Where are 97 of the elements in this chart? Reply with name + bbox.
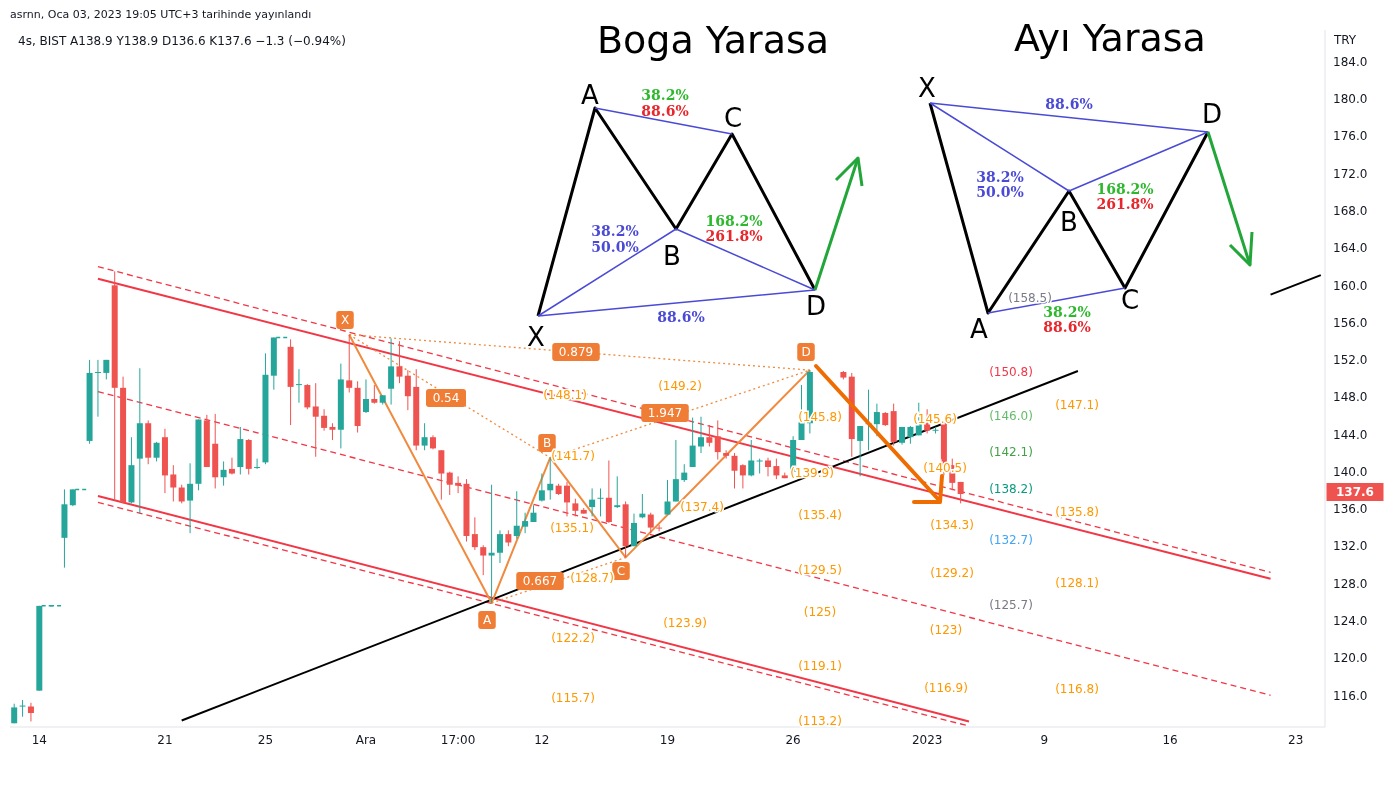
y-tick-label: 152.0 [1333, 353, 1368, 368]
annotation: C [616, 564, 626, 578]
annotation: 0.667 [522, 574, 558, 588]
annotation: 38.2% [591, 223, 639, 239]
text: 137.6 [1336, 485, 1374, 499]
annotation: C [1120, 285, 1140, 315]
annotation: (125) [803, 605, 837, 619]
annotation: 38.2% [641, 87, 689, 103]
x-tick-label: 25 [257, 732, 274, 747]
annotation: (125.7) [989, 598, 1033, 612]
x-tick-label: 26 [785, 732, 801, 747]
y-tick-label: 136.0 [1333, 502, 1368, 517]
annotation: 38.2% [1043, 304, 1091, 320]
annotation: B [1060, 207, 1078, 237]
annotation: (116.8) [1055, 682, 1099, 696]
annotation: (135.8) [1055, 505, 1099, 519]
annotation: (147.1) [1055, 398, 1099, 412]
annotation: (122.2) [551, 631, 595, 645]
y-tick-label: 120.0 [1333, 651, 1368, 666]
x-tick-label: Ara [355, 732, 377, 747]
annotation: (138.2) [989, 482, 1033, 496]
annotation: X [340, 313, 350, 327]
annotation: (142.1) [989, 445, 1033, 459]
annotation: 50.0% [591, 239, 639, 255]
annotation: (128.7) [570, 571, 614, 585]
annotation: 0.54 [432, 391, 460, 405]
y-tick-label: 172.0 [1333, 166, 1368, 181]
annotation: Ayı Yarasa [1014, 16, 1206, 60]
annotation: Boga Yarasa [596, 18, 830, 62]
annotation: 261.8% [705, 228, 763, 244]
annotation: (113.2) [798, 714, 842, 728]
x-tick-label: 2023 [911, 732, 943, 747]
y-tick-label: 180.0 [1333, 92, 1368, 107]
annotation: (128.1) [1055, 576, 1099, 590]
annotation: X [527, 322, 545, 352]
annotation: (134.3) [930, 518, 974, 532]
y-tick-label: 132.0 [1333, 539, 1368, 554]
y-tick-label: 144.0 [1333, 427, 1368, 442]
annotation: 88.6% [1045, 96, 1093, 112]
y-tick-label: 116.0 [1333, 688, 1368, 703]
annotation: (132.7) [989, 533, 1033, 547]
annotation: (116.9) [924, 681, 968, 695]
annotation: (149.2) [658, 379, 702, 393]
x-tick-label: 17:00 [440, 732, 476, 747]
annotation: (150.8) [989, 365, 1033, 379]
y-tick-label: 148.0 [1333, 390, 1368, 405]
y-tick-label: 184.0 [1333, 54, 1368, 69]
annotation: 1.947 [647, 406, 683, 420]
annotation: D [1201, 99, 1223, 129]
y-tick-label: 124.0 [1333, 614, 1368, 629]
annotation: 168.2% [705, 213, 763, 229]
annotation: B [663, 241, 681, 271]
y-tick-label: 164.0 [1333, 241, 1368, 256]
x-tick-label: 14 [31, 732, 47, 747]
y-tick-label: 140.0 [1333, 464, 1368, 479]
annotation: D [801, 345, 811, 359]
x-tick-label: 21 [157, 732, 173, 747]
x-tick-label: 12 [534, 732, 550, 747]
annotation: (123.9) [663, 616, 707, 630]
annotation: 50.0% [976, 184, 1024, 200]
annotation: D [805, 291, 827, 321]
annotation: 168.2% [1096, 181, 1154, 197]
annotation: C [723, 103, 743, 133]
annotation: A [970, 314, 989, 344]
annotation: (129.5) [798, 563, 842, 577]
annotation: (115.7) [551, 691, 595, 705]
y-tick-label: 128.0 [1333, 576, 1368, 591]
annotation: 261.8% [1096, 196, 1154, 212]
y-tick-label: 156.0 [1333, 315, 1368, 330]
annotation: 88.6% [1043, 319, 1091, 335]
annotation: (158.5) [1008, 291, 1052, 305]
annotation: 0.879 [558, 345, 594, 359]
annotation: (141.7) [551, 449, 595, 463]
y-tick-label: 160.0 [1333, 278, 1368, 293]
annotation: (129.2) [930, 566, 974, 580]
annotation: (146.0) [989, 409, 1033, 423]
annotation: 38.2% [976, 169, 1024, 185]
annotation: B [542, 436, 552, 450]
annotation: (119.1) [798, 659, 842, 673]
annotation: (123) [929, 623, 963, 637]
x-tick-label: 16 [1162, 732, 1178, 747]
annotation: A [482, 613, 492, 627]
annotation: 88.6% [657, 309, 705, 325]
y-axis-title: TRY [1332, 33, 1357, 47]
annotation: A [581, 80, 600, 110]
x-tick-label: 9 [1040, 732, 1049, 747]
x-tick-label: 19 [659, 732, 676, 747]
annotation: X [918, 73, 936, 103]
x-tick-label: 23 [1288, 732, 1304, 747]
annotation: (135.1) [550, 521, 594, 535]
annotation: (135.4) [798, 508, 842, 522]
y-tick-label: 176.0 [1333, 129, 1368, 144]
annotation: 88.6% [641, 103, 689, 119]
annotation: (137.4) [680, 500, 724, 514]
y-tick-label: 168.0 [1333, 204, 1368, 219]
chart-subtitle: asrnn, Oca 03, 2023 19:05 UTC+3 tarihinde yayınlandı [10, 7, 312, 21]
chart-title: 4s, BIST A138.9 Y138.9 D136.6 K137.6 −1.3 (−0.94%) [18, 34, 346, 48]
